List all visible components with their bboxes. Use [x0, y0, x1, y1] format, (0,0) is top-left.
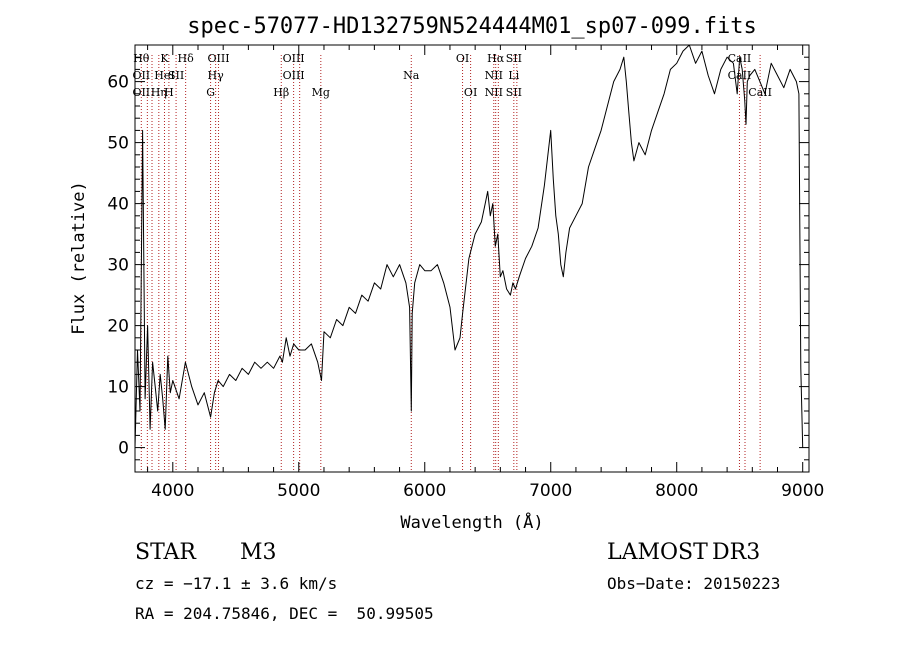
- line-label: Hδ: [178, 52, 195, 65]
- line-label: OII: [132, 69, 150, 82]
- x-tick-label: 8000: [655, 481, 698, 501]
- line-label: SII: [506, 52, 522, 65]
- object-type: STAR: [135, 540, 196, 565]
- x-tick-label: 5000: [277, 481, 320, 501]
- line-label: OIII: [283, 52, 305, 65]
- coordinates: RA = 204.75846, DEC = 50.99505: [135, 604, 434, 623]
- plot-frame: [134, 44, 810, 473]
- line-label: Hθ: [133, 52, 150, 65]
- y-axis: 0 10 20 30 40 50 60: [107, 56, 809, 461]
- x-axis-label: Wavelength (Å): [400, 511, 543, 533]
- x-tick-label: 4000: [151, 481, 194, 501]
- line-label: Hα: [487, 52, 505, 65]
- line-label: OIII: [207, 52, 229, 65]
- chart-title: spec-57077-HD132759N524444M01_sp07-099.f…: [187, 14, 757, 39]
- line-markers: [140, 55, 761, 472]
- line-label: SII: [168, 69, 184, 82]
- line-label: OII: [132, 86, 150, 99]
- spectrum-line: [134, 44, 804, 448]
- line-label: CaII: [748, 86, 772, 99]
- observation-date: Obs−Date: 20150223: [607, 574, 781, 593]
- line-label: HeI: [154, 69, 174, 82]
- line-marker-labels: Hθ OII OII Hη K HeI H SII Hδ G Hγ OIII Hβ OIII OIII Mg N…: [132, 52, 772, 99]
- line-label: H: [164, 86, 174, 99]
- line-label: NII: [485, 69, 503, 82]
- x-tick-label: 9000: [781, 481, 824, 501]
- line-label: Li: [508, 69, 519, 82]
- y-axis-label: Flux (relative): [69, 181, 89, 335]
- x-tick-label: 6000: [403, 481, 446, 501]
- line-label: Hγ: [208, 69, 225, 82]
- y-tick-label: 50: [107, 134, 129, 154]
- line-label: Mg: [312, 86, 330, 99]
- line-label: NII: [485, 86, 503, 99]
- y-tick-label: 10: [107, 378, 129, 398]
- line-label: CaII: [728, 69, 752, 82]
- object-subclass: M3: [240, 540, 277, 565]
- line-label: OI: [464, 86, 477, 99]
- line-label: OI: [456, 52, 469, 65]
- x-axis: 4000 5000 6000 7000 8000 9000: [147, 45, 824, 501]
- line-label: SII: [506, 86, 522, 99]
- y-tick-label: 60: [107, 73, 129, 93]
- data-release: DR3: [712, 540, 761, 565]
- line-label: Na: [403, 69, 420, 82]
- line-label: Hη: [151, 86, 167, 99]
- y-tick-label: 0: [118, 439, 129, 459]
- line-label: OIII: [283, 69, 305, 82]
- redshift-value: cz = −17.1 ± 3.6 km/s: [135, 574, 338, 593]
- x-tick-label: 7000: [529, 481, 572, 501]
- line-label: K: [160, 52, 169, 65]
- y-tick-label: 30: [107, 256, 129, 276]
- y-tick-label: 20: [107, 317, 129, 337]
- survey-name: LAMOST: [607, 540, 708, 565]
- line-label: G: [206, 86, 215, 99]
- line-label: Hβ: [273, 86, 289, 99]
- y-tick-label: 40: [107, 195, 129, 215]
